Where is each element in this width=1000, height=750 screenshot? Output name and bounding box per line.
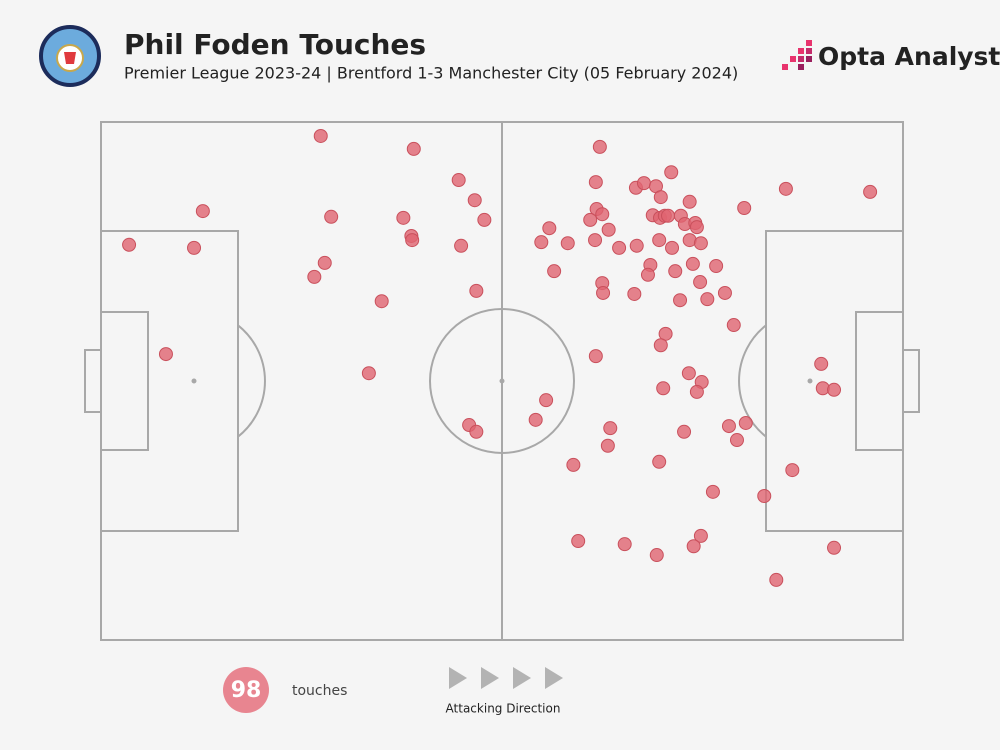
- brand-logo: Opta Analyst: [782, 40, 1000, 71]
- touch-dot: [588, 349, 603, 364]
- touch-dot: [693, 275, 708, 290]
- touch-dot: [827, 540, 842, 555]
- touch-dot: [588, 175, 603, 190]
- touch-dot: [668, 264, 683, 279]
- touch-dot: [560, 236, 575, 251]
- touch-dot: [693, 528, 708, 543]
- touch-dot: [603, 421, 618, 436]
- touch-dot: [814, 356, 829, 371]
- touch-dot: [617, 537, 632, 552]
- direction-label: Attacking Direction: [446, 702, 561, 716]
- touch-dot: [600, 438, 615, 453]
- touch-dot: [705, 484, 720, 499]
- touch-dot: [187, 240, 202, 255]
- total-label: touches: [292, 683, 347, 699]
- touch-dot: [656, 381, 671, 396]
- touch-dot: [717, 285, 732, 300]
- touch-dot: [686, 539, 701, 554]
- touch-dot: [405, 233, 420, 248]
- touch-dot: [721, 419, 736, 434]
- touch-dot: [361, 366, 376, 381]
- touch-dot: [566, 457, 581, 472]
- touch-dot: [396, 210, 411, 225]
- touch-dot: [769, 572, 784, 587]
- touch-dot: [324, 209, 339, 224]
- touch-dot: [629, 238, 644, 253]
- touch-dot: [317, 255, 332, 270]
- touch-dot: [665, 240, 680, 255]
- touch-dot: [158, 347, 173, 362]
- chart-subtitle: Premier League 2023-24 | Brentford 1-3 M…: [124, 64, 738, 83]
- touch-dot: [542, 221, 557, 236]
- touch-dot: [406, 141, 421, 156]
- touch-dot: [534, 235, 549, 250]
- touch-dot: [640, 267, 655, 282]
- touch-dot: [863, 184, 878, 199]
- touch-dot: [451, 173, 466, 188]
- touch-dot: [307, 269, 322, 284]
- touch-dot: [583, 212, 598, 227]
- touch-dot: [601, 222, 616, 237]
- club-badge: [39, 25, 101, 87]
- touch-dot: [689, 220, 704, 235]
- touch-dot: [467, 193, 482, 208]
- touch-dot: [595, 207, 610, 222]
- touch-dot: [709, 259, 724, 274]
- total-badge: [223, 667, 269, 713]
- touch-dot: [469, 283, 484, 298]
- touch-dot: [477, 212, 492, 227]
- touch-dot: [681, 366, 696, 381]
- touch-dot: [528, 412, 543, 427]
- touch-dot: [729, 433, 744, 448]
- touch-dot: [469, 424, 484, 439]
- touch-dot: [627, 286, 642, 301]
- touch-dot: [374, 294, 389, 309]
- touch-dot: [673, 293, 688, 308]
- touch-dot: [700, 292, 715, 307]
- touch-dot: [693, 236, 708, 251]
- touch-dot: [636, 176, 651, 191]
- touch-dot: [757, 488, 772, 503]
- touch-dot: [653, 338, 668, 353]
- touch-dot: [596, 285, 611, 300]
- pitch: [84, 121, 920, 641]
- touch-dot: [313, 128, 328, 143]
- touch-dot: [122, 237, 137, 252]
- touch-dot: [726, 318, 741, 333]
- touch-dot: [547, 264, 562, 279]
- touch-dot: [682, 194, 697, 209]
- total-count: 98: [231, 678, 262, 703]
- direction-arrows: [449, 667, 563, 689]
- touch-dot: [649, 548, 664, 563]
- touch-dot: [738, 415, 753, 430]
- touch-dot: [827, 382, 842, 397]
- touch-dot: [778, 181, 793, 196]
- touch-dot: [737, 200, 752, 215]
- touch-dot: [195, 204, 210, 219]
- touch-dot: [592, 139, 607, 154]
- touch-dot: [454, 238, 469, 253]
- touch-dot: [652, 233, 667, 248]
- touch-dot: [653, 190, 668, 205]
- touch-dot: [539, 393, 554, 408]
- touch-dot: [785, 463, 800, 478]
- touch-dot: [689, 384, 704, 399]
- touch-dot: [571, 534, 586, 549]
- brand-name: Opta Analyst: [818, 42, 1000, 71]
- touch-dot: [677, 424, 692, 439]
- touch-dot: [664, 165, 679, 180]
- touches: [122, 128, 878, 587]
- chart-title: Phil Foden Touches: [124, 28, 426, 61]
- touch-dot: [588, 233, 603, 248]
- touch-dot: [661, 208, 676, 223]
- touch-dot: [685, 256, 700, 271]
- touch-dot: [612, 240, 627, 255]
- touch-dot: [652, 454, 667, 469]
